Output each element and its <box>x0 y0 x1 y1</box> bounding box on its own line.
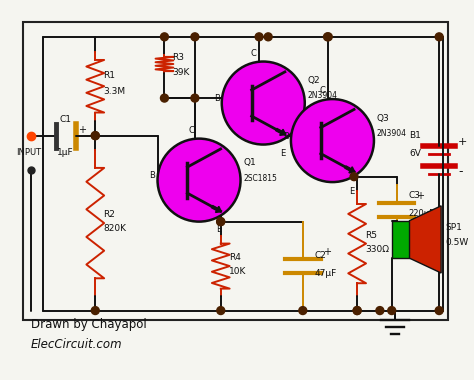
Text: Q3: Q3 <box>377 114 390 123</box>
Circle shape <box>161 33 168 41</box>
Text: +: + <box>79 125 86 135</box>
Text: +: + <box>458 137 467 147</box>
Text: +: + <box>417 192 424 201</box>
Text: +: + <box>322 247 330 257</box>
Text: 220μF: 220μF <box>409 209 435 218</box>
Circle shape <box>435 33 443 41</box>
Text: B: B <box>283 131 289 141</box>
Circle shape <box>299 307 307 315</box>
Text: 3.3M: 3.3M <box>103 87 125 96</box>
Circle shape <box>324 33 331 41</box>
Text: 0.5W: 0.5W <box>445 238 468 247</box>
Text: R3: R3 <box>173 52 184 62</box>
Text: E: E <box>216 225 221 233</box>
Text: 330Ω: 330Ω <box>365 244 389 253</box>
FancyArrow shape <box>211 206 221 212</box>
Circle shape <box>435 307 443 315</box>
Text: C1: C1 <box>60 115 72 124</box>
Circle shape <box>350 173 358 180</box>
Circle shape <box>264 33 272 41</box>
FancyArrow shape <box>345 166 355 173</box>
Circle shape <box>353 307 361 315</box>
Text: B: B <box>214 94 220 103</box>
Text: -: - <box>458 165 463 178</box>
Text: 1μF: 1μF <box>57 149 74 157</box>
Text: 39K: 39K <box>173 68 190 78</box>
Circle shape <box>217 307 225 315</box>
Circle shape <box>255 33 263 41</box>
Circle shape <box>291 99 374 182</box>
Circle shape <box>91 132 99 139</box>
Text: B1: B1 <box>410 131 421 140</box>
Bar <box>23 22 448 320</box>
Text: R5: R5 <box>365 231 377 240</box>
Text: C: C <box>250 49 256 58</box>
Text: INPUT: INPUT <box>17 149 42 157</box>
Text: Drawn by Chayapol: Drawn by Chayapol <box>31 318 147 331</box>
Text: 6V: 6V <box>410 149 421 158</box>
Text: 47μF: 47μF <box>315 269 337 278</box>
Text: E: E <box>349 187 354 196</box>
Circle shape <box>217 218 225 226</box>
Text: 2N3904: 2N3904 <box>377 129 407 138</box>
Circle shape <box>191 33 199 41</box>
Text: R2: R2 <box>103 210 115 219</box>
Text: 820K: 820K <box>103 224 126 233</box>
Text: 10K: 10K <box>228 267 246 276</box>
Text: 2SC1815: 2SC1815 <box>244 174 277 183</box>
Circle shape <box>91 307 99 315</box>
Circle shape <box>324 33 332 41</box>
Text: B: B <box>150 171 155 180</box>
Circle shape <box>161 94 168 102</box>
Text: 2N3904: 2N3904 <box>308 91 338 100</box>
Text: C: C <box>188 126 194 135</box>
Text: ElecCircuit.com: ElecCircuit.com <box>31 338 123 351</box>
Text: R4: R4 <box>228 253 240 262</box>
Text: C2: C2 <box>315 251 327 260</box>
Text: C3: C3 <box>409 192 420 200</box>
Circle shape <box>388 307 396 315</box>
FancyArrow shape <box>275 128 286 135</box>
Circle shape <box>157 139 240 222</box>
Text: SP1: SP1 <box>445 223 462 231</box>
Circle shape <box>217 218 225 226</box>
Circle shape <box>91 132 99 139</box>
Circle shape <box>191 94 199 102</box>
Circle shape <box>353 307 361 315</box>
Polygon shape <box>410 206 441 273</box>
Circle shape <box>222 62 305 144</box>
Bar <box>392 221 410 258</box>
Text: R1: R1 <box>103 71 115 80</box>
Text: C: C <box>319 86 326 95</box>
Text: Q2: Q2 <box>308 76 320 85</box>
Circle shape <box>376 307 384 315</box>
Text: Q1: Q1 <box>244 158 256 167</box>
Text: E: E <box>280 149 285 158</box>
